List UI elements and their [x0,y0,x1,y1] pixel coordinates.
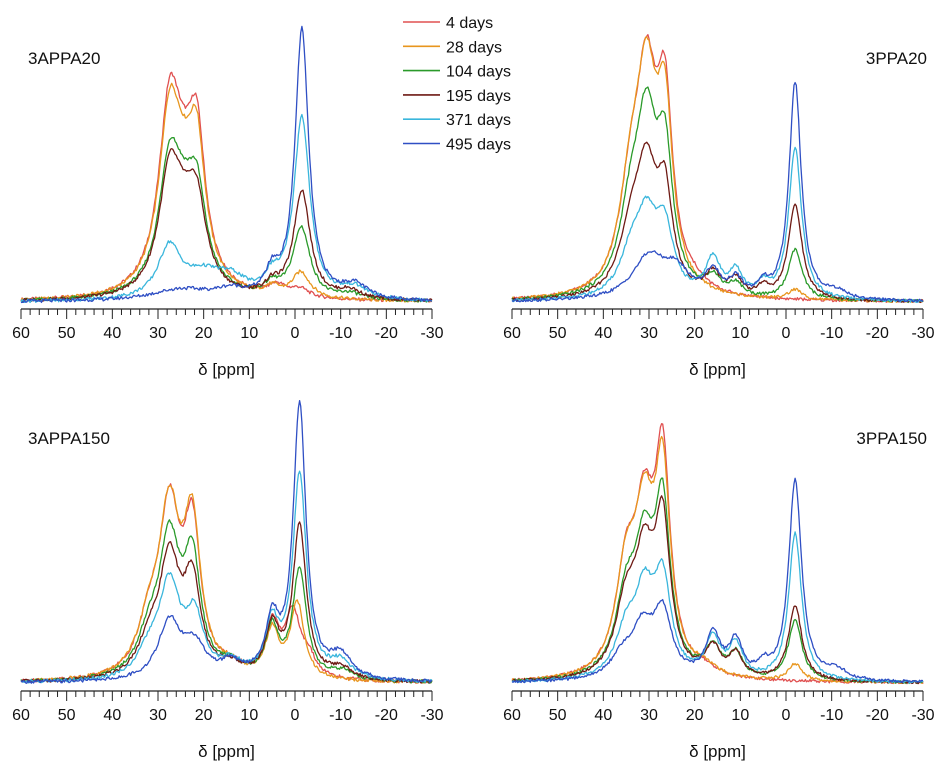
x-tick-label: 10 [240,325,258,342]
x-tick-label: 30 [149,707,167,724]
x-tick-label: 50 [549,325,567,342]
x-tick-label: 0 [291,325,300,342]
x-tick-label: 40 [594,325,612,342]
legend-label: 28 days [446,39,502,56]
spectrum-line-195-days [511,495,924,685]
x-axis-label: δ [ppm] [689,360,746,379]
x-tick-label: -20 [375,707,398,724]
spectrum-panel: 3PPA20 60 50 40 30 20 10 0 -10 -20 -30 δ [ppm] [503,34,935,379]
x-tick-label: 0 [782,707,791,724]
x-axis-label: δ [ppm] [198,742,255,761]
x-tick-label: 20 [195,325,213,342]
x-tick-label: 20 [686,325,704,342]
x-tick-label: 30 [149,325,167,342]
x-tick-label: 40 [594,707,612,724]
x-tick-label: 30 [640,707,658,724]
x-tick-label: -10 [329,325,352,342]
spectrum-line-195-days [511,141,924,304]
spectrum-panel: 3APPA150 60 50 40 30 20 10 0 -10 -20 -30 δ [ppm] [12,399,444,761]
spectrum-line-495-days [20,399,433,684]
legend-label: 371 days [446,112,511,129]
x-tick-label: 0 [782,325,791,342]
panel-title: 3APPA20 [28,49,100,68]
legend-label: 495 days [446,137,511,154]
x-tick-label: -10 [820,325,843,342]
x-tick-label: -20 [375,325,398,342]
spectrum-line-495-days [511,81,924,303]
x-tick-label: 60 [12,707,30,724]
x-tick-label: 60 [503,707,521,724]
x-tick-label: 0 [291,707,300,724]
x-tick-label: 10 [731,707,749,724]
x-tick-label: 50 [58,325,76,342]
x-tick-label: -30 [911,707,934,724]
x-tick-label: -30 [420,325,443,342]
x-tick-label: -30 [911,325,934,342]
x-tick-label: 10 [731,325,749,342]
spectrum-line-495-days [511,477,924,684]
spectrum-panel: 3PPA150 60 50 40 30 20 10 0 -10 -20 -30 δ [ppm] [503,423,935,761]
legend: 4 days 28 days 104 days 195 days 371 days 495… [403,15,511,154]
spectrum-line-195-days [20,148,433,303]
legend-label: 104 days [446,64,511,81]
x-tick-label: 50 [549,707,567,724]
spectrum-line-104-days [511,477,924,685]
spectrum-line-104-days [20,519,433,684]
spectrum-line-28-days [511,36,924,304]
x-tick-label: -20 [866,325,889,342]
spectrum-line-28-days [20,484,433,684]
panel-title: 3PPA150 [856,429,927,448]
legend-label: 4 days [446,15,493,32]
spectrum-panel: 3APPA20 60 50 40 30 20 10 0 -10 -20 -30 δ [ppm] [12,25,444,379]
panel-title: 3APPA150 [28,429,110,448]
spectrum-line-195-days [20,521,433,684]
x-tick-label: 60 [503,325,521,342]
x-tick-label: 60 [12,325,30,342]
panel-title: 3PPA20 [866,49,927,68]
spectrum-line-495-days [20,25,433,304]
x-tick-label: 50 [58,707,76,724]
x-tick-label: 30 [640,325,658,342]
x-tick-label: -20 [866,707,889,724]
spectrum-line-371-days [511,531,924,684]
x-axis-label: δ [ppm] [689,742,746,761]
x-tick-label: 20 [686,707,704,724]
x-tick-label: -30 [420,707,443,724]
x-tick-label: 40 [103,325,121,342]
x-tick-label: 20 [195,707,213,724]
x-tick-label: -10 [820,707,843,724]
x-tick-label: -10 [329,707,352,724]
spectrum-line-371-days [20,113,433,304]
x-axis-label: δ [ppm] [198,360,255,379]
x-tick-label: 10 [240,707,258,724]
legend-label: 195 days [446,88,511,105]
spectrum-line-371-days [511,146,924,303]
x-tick-label: 40 [103,707,121,724]
